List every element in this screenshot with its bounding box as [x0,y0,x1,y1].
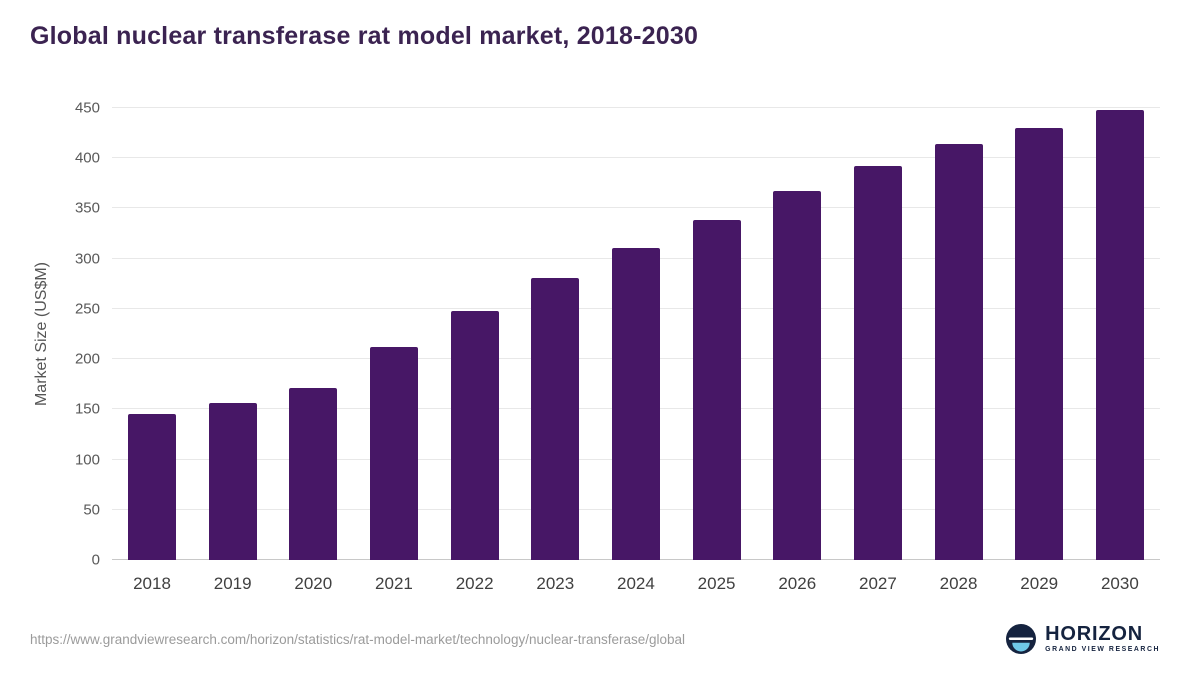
bar-column: 2023 [531,108,580,593]
bar-chart: Market Size (US$M) 0 50 100 150 200 250 300 350… [0,100,1200,668]
bar-2018 [128,414,176,560]
footer: https://www.grandviewresearch.com/horizo… [30,618,1160,660]
bar-column: 2028 [934,108,983,593]
y-tick-label: 0 [91,551,100,569]
gridline [112,157,1160,159]
bar-column: 2024 [611,108,660,593]
y-tick-label: 250 [74,300,100,318]
bar-column: 2025 [692,108,741,593]
x-tick-label: 2023 [536,574,575,593]
logo-text: HORIZON GRAND VIEW RESEARCH [1045,624,1160,654]
x-tick-label: 2025 [697,574,736,593]
logo-subtitle: GRAND VIEW RESEARCH [1045,646,1160,654]
x-tick-label: 2027 [858,574,897,593]
bar-2021 [369,347,418,560]
bar-column: 2022 [450,108,499,593]
x-tick-label: 2026 [778,574,817,593]
bar-2023 [531,277,580,560]
y-tick-label: 100 [74,451,100,469]
x-tick-label: 2019 [213,574,252,593]
bar-column: 2029 [1015,108,1064,593]
bar-2028 [934,144,983,560]
bar-2019 [208,403,257,560]
horizon-logo: HORIZON GRAND VIEW RESEARCH [1006,624,1160,654]
bar-column: 2030 [1095,108,1144,593]
bar-2020 [289,388,338,560]
bar-2025 [692,219,741,560]
bar-2022 [450,310,499,560]
y-tick-label: 350 [74,199,100,217]
bar-column: 2026 [773,108,822,593]
bar-column: 2021 [369,108,418,593]
horizon-globe-icon [1006,624,1037,654]
bar-column: 2027 [853,108,902,593]
x-tick-label: 2028 [939,574,978,593]
y-tick-label: 200 [74,350,100,368]
source-url: https://www.grandviewresearch.com/horizo… [30,631,686,647]
bar-column: 2018 [128,108,176,593]
y-tick-label: 150 [74,400,100,418]
y-tick-label: 300 [74,250,100,268]
x-tick-label: 2030 [1100,574,1139,593]
plot-area: 2018 2019 2020 2021 2022 2023 2024 2025 2026 2027… [112,107,1160,593]
bar-2026 [773,191,822,560]
y-axis-tick-labels: 0 50 100 150 200 250 300 350 400 450 [0,100,100,569]
x-tick-label: 2021 [375,574,413,593]
logo-title: HORIZON [1045,623,1143,646]
chart-title: Global nuclear transferase rat model mar… [30,22,699,50]
y-tick-label: 450 [74,99,100,117]
x-tick-label: 2029 [1020,574,1059,593]
bars: 2018 2019 2020 2021 2022 2023 2024 2025 2026 2027… [112,108,1160,593]
bar-2029 [1015,128,1064,560]
x-tick-label: 2020 [294,574,333,593]
x-tick-label: 2024 [617,574,655,593]
gridline [112,107,1160,108]
bar-column: 2019 [208,108,257,593]
bar-2030 [1095,110,1144,560]
bar-2024 [611,247,660,560]
bar-column: 2020 [289,108,338,593]
bar-2027 [853,166,902,560]
y-tick-label: 50 [83,501,100,519]
x-tick-label: 2018 [133,574,171,593]
x-tick-label: 2022 [455,574,494,593]
gridline [112,207,1160,209]
y-tick-label: 400 [74,149,100,167]
